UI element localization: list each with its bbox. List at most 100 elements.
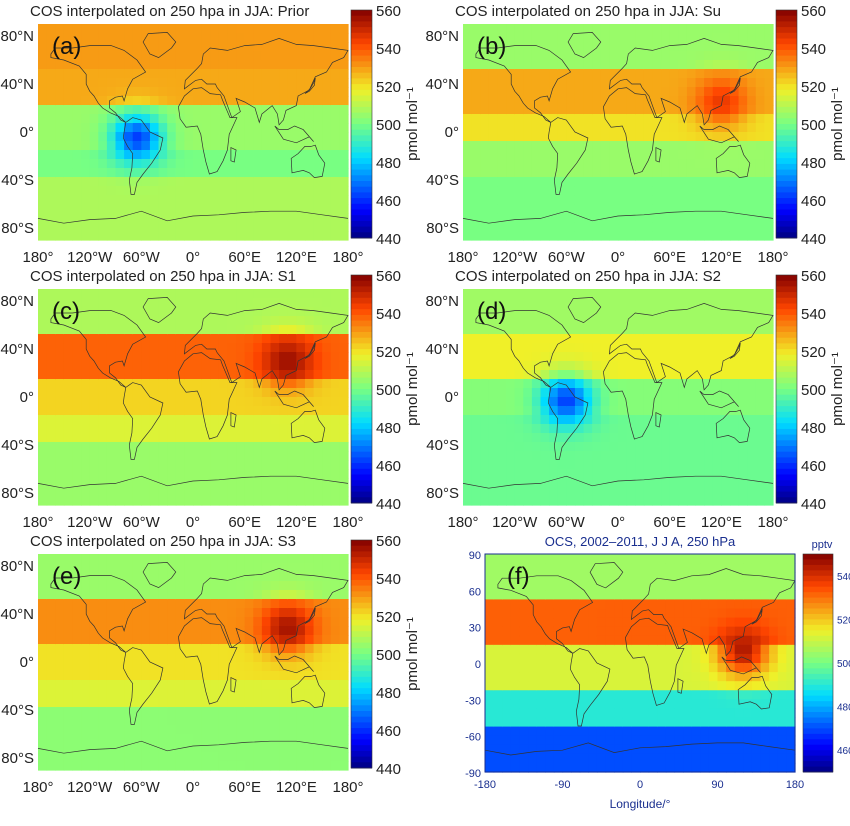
heatmap-cell (261, 114, 272, 124)
heatmap-cell (227, 222, 237, 232)
heatmap-cell (480, 96, 490, 106)
heatmap-cell (729, 352, 740, 362)
heatmap-cell (669, 222, 679, 232)
heatmap-cell (579, 554, 589, 564)
heatmap-cell (528, 699, 538, 710)
heatmap-cell (46, 689, 56, 699)
heatmap-cell (574, 325, 585, 335)
heatmap-cell (193, 289, 203, 299)
heatmap-cell (313, 563, 323, 573)
heatmap-cell (149, 725, 160, 735)
heatmap-cell (313, 469, 323, 479)
heatmap-cell (339, 87, 349, 97)
heatmap-cell (497, 361, 507, 371)
heatmap-cell (626, 186, 636, 196)
heatmap-cell (497, 424, 507, 434)
panel-d: COS interpolated on 250 hpa in JJA: S2(d… (425, 268, 846, 530)
heatmap-cell (669, 123, 679, 133)
heatmap-cell (296, 487, 306, 497)
heatmap-cell (218, 680, 229, 690)
heatmap-cell (661, 87, 671, 97)
colorbar-tick-label: 540 (376, 41, 401, 58)
heatmap-cell (579, 653, 589, 664)
heatmap-cell (721, 334, 731, 344)
heatmap-cell (557, 424, 567, 434)
heatmap-cell (261, 680, 272, 690)
heatmap-cell (704, 334, 714, 344)
heatmap-cell (574, 298, 585, 308)
heatmap-cell (747, 168, 757, 178)
colorbar-tick-label: 500 (801, 117, 826, 134)
heatmap-cell (531, 406, 542, 416)
heatmap-cell (313, 150, 323, 160)
heatmap-cell (81, 298, 91, 308)
heatmap-cell (618, 159, 628, 169)
heatmap-cell (540, 298, 550, 308)
heatmap-cell (562, 681, 572, 691)
heatmap-cell (330, 671, 340, 681)
heatmap-cell (296, 69, 306, 79)
y-tick-label: 0° (445, 124, 459, 141)
heatmap-cell (557, 168, 567, 178)
heatmap-cell (514, 42, 524, 52)
heatmap-cell (279, 608, 289, 618)
heatmap-cell (253, 298, 263, 308)
heatmap-cell (626, 487, 636, 497)
heatmap-cell (471, 141, 481, 151)
heatmap-cell (618, 42, 628, 52)
heatmap-cell (695, 496, 705, 506)
heatmap-cell (755, 177, 765, 187)
colorbar-tick-label: 440 (376, 761, 401, 778)
heatmap-cell (132, 460, 142, 470)
heatmap-cell (553, 762, 564, 773)
heatmap-cell (304, 316, 315, 326)
heatmap-cell (514, 78, 524, 88)
heatmap-cell (510, 744, 521, 755)
heatmap-cell (549, 231, 559, 241)
heatmap-cell (579, 753, 589, 764)
heatmap-cell (106, 599, 117, 609)
heatmap-cell (81, 590, 91, 600)
heatmap-cell (330, 707, 340, 717)
heatmap-cell (253, 424, 263, 434)
heatmap-cell (480, 433, 490, 443)
heatmap-cell (193, 680, 203, 690)
heatmap-cell (141, 590, 151, 600)
heatmap-cell (236, 370, 246, 380)
heatmap-cell (184, 195, 194, 205)
heatmap-cell (115, 361, 125, 371)
colorbar-swatch (776, 457, 797, 464)
heatmap-cell (738, 24, 748, 34)
heatmap-cell (600, 42, 610, 52)
heatmap-cell (184, 662, 194, 672)
heatmap-cell (322, 496, 332, 506)
heatmap-cell (279, 289, 289, 299)
heatmap-cell (124, 478, 134, 488)
colorbar-swatch (351, 101, 372, 108)
heatmap-cell (201, 195, 211, 205)
heatmap-cell (571, 590, 581, 601)
heatmap-cell (141, 231, 151, 241)
y-tick-label: 0° (20, 124, 34, 141)
heatmap-cell (738, 442, 748, 452)
heatmap-cell (626, 433, 636, 443)
heatmap-cell (218, 42, 229, 52)
heatmap-cell (463, 60, 473, 70)
heatmap-cell (480, 204, 490, 214)
coastline-south-america (547, 117, 589, 195)
heatmap-cell (514, 361, 524, 371)
heatmap-cell (304, 478, 315, 488)
heatmap-cell (244, 150, 254, 160)
heatmap-cell (184, 406, 194, 416)
heatmap-cell (557, 397, 567, 407)
heatmap-cell (704, 451, 714, 461)
heatmap-cell (115, 78, 125, 88)
heatmap-cell (89, 24, 99, 34)
heatmap-cell (124, 617, 134, 627)
heatmap-cell (704, 186, 714, 196)
heatmap-cell (600, 33, 610, 43)
heatmap-cell (115, 334, 125, 344)
heatmap-cell (115, 415, 125, 425)
colorbar-swatch (351, 349, 372, 356)
heatmap-cell (313, 159, 323, 169)
